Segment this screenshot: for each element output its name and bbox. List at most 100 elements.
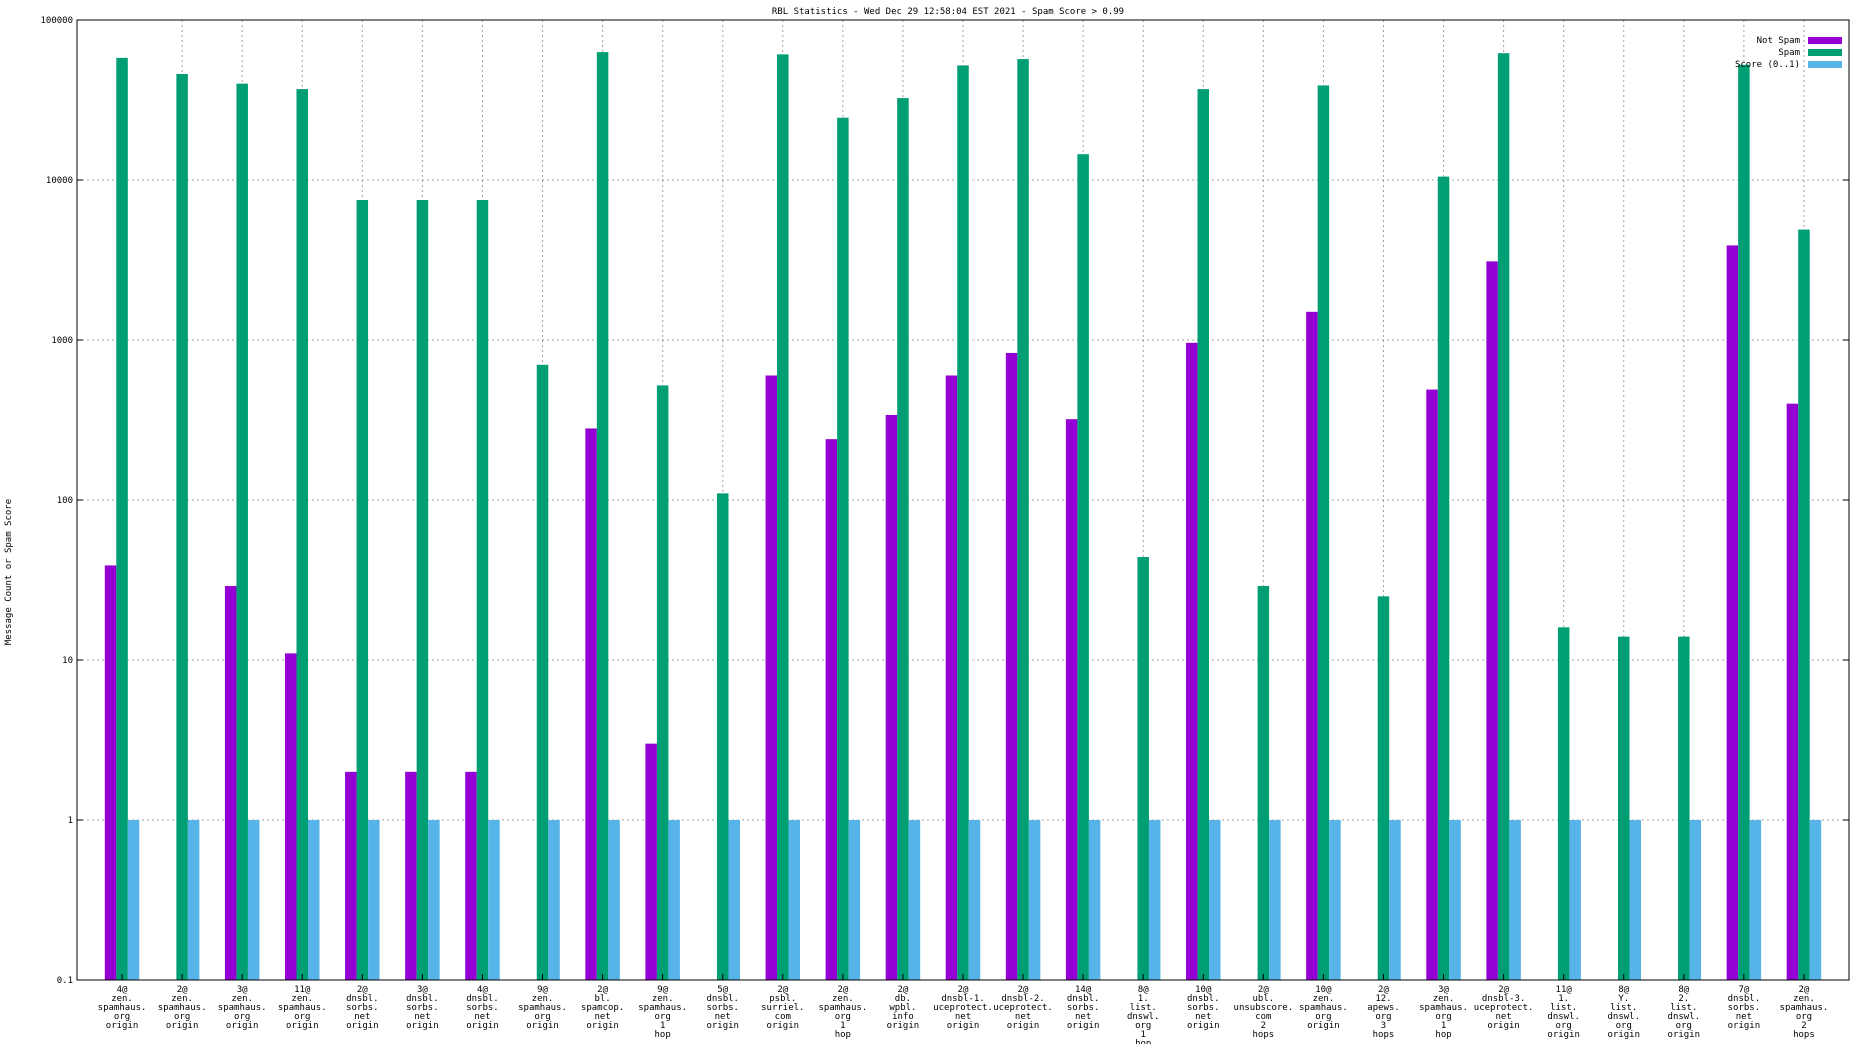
bar-not-spam	[645, 743, 657, 980]
bar-score	[1449, 820, 1461, 980]
bar-score	[848, 820, 861, 980]
legend-swatch-not-spam	[1808, 37, 1842, 44]
x-tick-label: 5@ dnsbl. sorbs. net origin	[706, 985, 739, 1031]
bar-score	[548, 820, 560, 980]
x-tick-label: 7@ dnsbl. sorbs. net origin	[1728, 985, 1761, 1031]
x-tick-label: 10@ dnsbl. sorbs. net origin	[1187, 985, 1220, 1031]
bar-spam	[536, 364, 549, 980]
bar-spam	[1557, 627, 1570, 980]
y-tick-label: 10	[62, 656, 73, 666]
bar-not-spam	[945, 375, 958, 980]
bar-spam	[1678, 636, 1690, 980]
bar-score	[608, 820, 620, 980]
plot-frame	[76, 19, 1850, 981]
bar-spam	[1738, 64, 1750, 980]
bar-spam	[236, 83, 248, 980]
bar-score	[308, 820, 320, 980]
x-tick-label: 8@ Y. list. dnswl. org origin	[1607, 985, 1640, 1040]
bar-score	[1209, 820, 1221, 980]
legend-label-score: Score (0..1)	[1735, 60, 1800, 70]
bar-not-spam	[1786, 403, 1799, 980]
bar-not-spam	[1426, 389, 1438, 981]
x-tick-label: 2@ dnsbl-2. uceprotect. net origin	[993, 985, 1053, 1031]
bar-score	[1509, 820, 1521, 980]
bar-score	[908, 820, 921, 980]
bar-spam	[837, 117, 849, 981]
x-tick-label: 2@ zen. spamhaus. org 1 hop	[818, 985, 867, 1040]
bar-score	[1088, 820, 1101, 980]
y-tick-label: 10000	[46, 176, 73, 186]
x-tick-label: 2@ bl. spamcop. net origin	[581, 985, 624, 1031]
x-tick-label: 2@ psbl. surriel. com origin	[761, 985, 804, 1031]
bar-not-spam	[224, 586, 237, 980]
bar-score	[127, 820, 140, 980]
bar-not-spam	[585, 428, 597, 980]
bar-score	[1689, 820, 1702, 980]
x-axis-labels: 4@ zen. spamhaus. org origin 2@ zen. spamhaus. o…	[98, 974, 1829, 1044]
bar-spam	[176, 73, 188, 981]
bar-not-spam	[104, 565, 117, 980]
bar-spam	[116, 57, 128, 981]
y-axis-label: Message Count or Spam Score	[4, 499, 14, 645]
bar-not-spam	[1065, 419, 1078, 980]
bar-score	[187, 820, 200, 980]
chart-title: RBL Statistics - Wed Dec 29 12:58:04 EST…	[772, 7, 1124, 17]
bar-spam	[596, 52, 609, 980]
bar-spam	[1798, 229, 1810, 981]
y-tick-label: 100000	[40, 16, 73, 26]
bar-not-spam	[1486, 261, 1498, 980]
bar-score	[1749, 820, 1762, 980]
bar-score	[788, 820, 801, 980]
bar-not-spam	[345, 771, 357, 980]
bar-score	[1329, 820, 1341, 980]
legend-swatch-spam	[1808, 49, 1842, 56]
x-tick-label: 2@ zen. spamhaus. org 2 hops	[1780, 985, 1829, 1040]
bar-not-spam	[885, 414, 898, 980]
x-tick-label: 4@ dnsbl. sorbs. net origin	[466, 985, 499, 1031]
bar-not-spam	[825, 439, 838, 980]
y-axis-ticks: 0.1 1 10 100 1000 10000 100000	[40, 16, 1849, 986]
bar-spam	[356, 199, 369, 980]
bar-not-spam	[405, 771, 417, 980]
legend-swatch-score	[1808, 61, 1842, 68]
x-tick-label: 9@ zen. spamhaus. org origin	[518, 985, 567, 1031]
x-tick-label: 2@ dnsbl-1. uceprotect. net origin	[933, 985, 993, 1031]
x-tick-label: 10@ zen. spamhaus. org origin	[1299, 985, 1348, 1031]
bar-spam	[897, 98, 909, 981]
bar-score	[728, 820, 740, 980]
bar-spam	[957, 65, 969, 981]
bar-spam	[1137, 557, 1149, 980]
x-tick-label: 4@ zen. spamhaus. org origin	[98, 985, 147, 1031]
bar-spam	[1077, 154, 1089, 980]
x-tick-label: 8@ 1. list. dnswl. org 1 hop	[1127, 985, 1160, 1044]
bar-score	[368, 820, 380, 980]
bar-not-spam	[1005, 352, 1018, 980]
x-tick-label: 14@ dnsbl. sorbs. net origin	[1067, 985, 1100, 1031]
bar-spam	[1617, 636, 1630, 980]
x-tick-label: 2@ 12. apews. org 3 hops	[1367, 985, 1400, 1040]
bar-score	[247, 820, 260, 980]
bar-spam	[777, 54, 789, 980]
bar-spam	[1317, 85, 1330, 980]
x-tick-label: 2@ db. wpbl. info origin	[887, 985, 920, 1031]
bar-score	[428, 820, 440, 980]
x-tick-label: 2@ ubl. unsubscore. com 2 hops	[1234, 985, 1294, 1040]
bar-not-spam	[1726, 245, 1739, 980]
x-tick-label: 3@ zen. spamhaus. org origin	[218, 985, 267, 1031]
bar-score	[1148, 820, 1161, 980]
bar-spam	[296, 89, 309, 981]
x-tick-label: 3@ zen. spamhaus. org 1 hop	[1419, 985, 1468, 1040]
y-tick-label: 100	[57, 496, 73, 506]
bar-spam	[1197, 89, 1210, 981]
bar-score	[488, 820, 500, 980]
x-tick-label: 8@ 2. list. dnswl. org origin	[1668, 985, 1701, 1040]
legend: Not Spam Spam Score (0..1)	[1735, 36, 1842, 70]
bar-score	[1569, 820, 1581, 980]
y-tick-label: 0.1	[57, 976, 73, 986]
bar-not-spam	[765, 375, 778, 980]
bar-spam	[1017, 59, 1029, 981]
bar-score	[1629, 820, 1641, 980]
bar-spam	[476, 199, 489, 980]
legend-label-not-spam: Not Spam	[1757, 36, 1800, 46]
